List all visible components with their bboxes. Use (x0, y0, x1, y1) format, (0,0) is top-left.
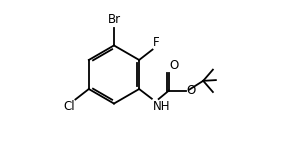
Text: Br: Br (107, 13, 121, 26)
Text: O: O (187, 84, 196, 97)
Text: O: O (169, 59, 179, 72)
Text: F: F (153, 36, 160, 49)
Text: Cl: Cl (63, 100, 75, 113)
Text: NH: NH (153, 100, 170, 113)
